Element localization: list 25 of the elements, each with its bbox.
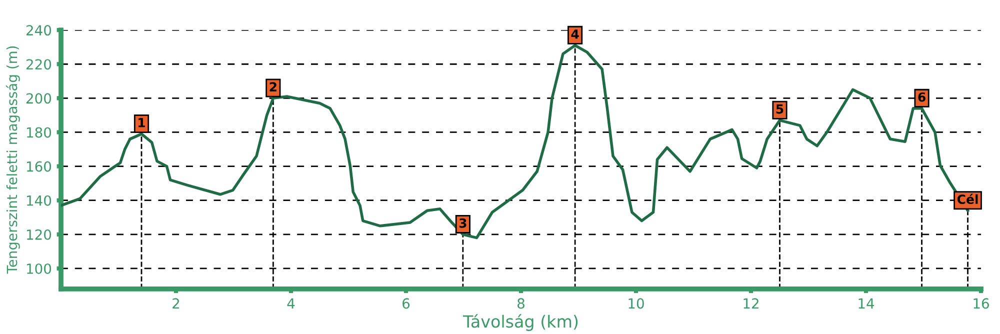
y-tick-label: 100	[26, 263, 52, 274]
annotation: 6	[918, 92, 926, 102]
x-axis-title: Távolság (km)	[462, 314, 578, 331]
x-tick-label: 8	[518, 298, 524, 309]
y-tick-label: 200	[26, 93, 52, 104]
x-tick-label: 16	[974, 298, 989, 309]
x-tick-label: 6	[402, 298, 410, 309]
x-tick-label: 4	[287, 298, 295, 308]
annotation: 3	[459, 218, 466, 228]
x-tick-label: 2	[172, 298, 180, 308]
y-tick-label: 120	[26, 229, 52, 240]
y-tick-label: 140	[26, 195, 52, 206]
y-tick-label: 180	[26, 127, 52, 138]
x-tick-label: 14	[858, 298, 874, 308]
annotation: Cél	[957, 194, 978, 204]
annotation: 1	[138, 118, 145, 128]
x-tick-label: 10	[628, 298, 644, 309]
y-axis-title: Tengerszint feletti magasság (m)	[6, 46, 20, 274]
y-tick-label: 220	[26, 59, 52, 70]
y-tick-label: 240	[26, 25, 52, 36]
annotation: 5	[776, 104, 784, 114]
y-tick-label: 160	[26, 161, 52, 172]
annotation: 2	[270, 82, 276, 92]
x-tick-label: 12	[744, 298, 758, 308]
annotation: 4	[571, 30, 579, 39]
